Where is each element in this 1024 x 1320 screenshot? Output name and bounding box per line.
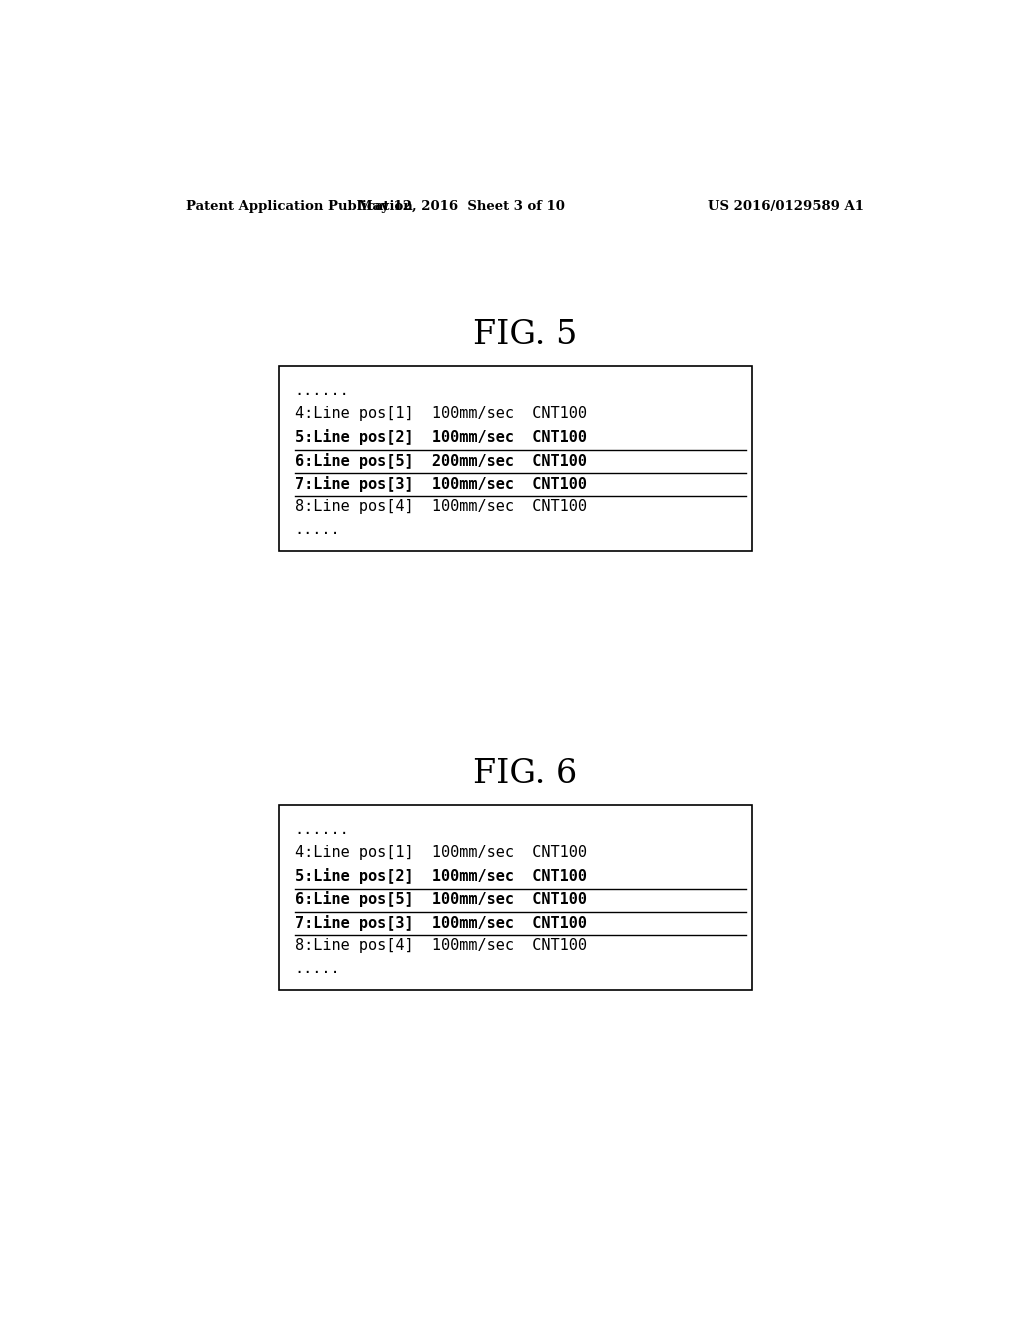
Text: .....: ..... <box>295 521 340 537</box>
Text: 7:Line pos[3]  100mm/sec  CNT100: 7:Line pos[3] 100mm/sec CNT100 <box>295 475 587 491</box>
Text: 8:Line pos[4]  100mm/sec  CNT100: 8:Line pos[4] 100mm/sec CNT100 <box>295 937 587 953</box>
Text: 4:Line pos[1]  100mm/sec  CNT100: 4:Line pos[1] 100mm/sec CNT100 <box>295 845 587 861</box>
Bar <box>280 367 752 552</box>
Text: 6:Line pos[5]  200mm/sec  CNT100: 6:Line pos[5] 200mm/sec CNT100 <box>295 453 587 469</box>
Bar <box>280 805 752 990</box>
Text: ......: ...... <box>295 383 349 399</box>
Text: 4:Line pos[1]  100mm/sec  CNT100: 4:Line pos[1] 100mm/sec CNT100 <box>295 407 587 421</box>
Text: 8:Line pos[4]  100mm/sec  CNT100: 8:Line pos[4] 100mm/sec CNT100 <box>295 499 587 513</box>
Text: FIG. 5: FIG. 5 <box>473 319 577 351</box>
Text: 7:Line pos[3]  100mm/sec  CNT100: 7:Line pos[3] 100mm/sec CNT100 <box>295 915 587 931</box>
Text: 5:Line pos[2]  100mm/sec  CNT100: 5:Line pos[2] 100mm/sec CNT100 <box>295 429 587 445</box>
Text: .....: ..... <box>295 961 340 975</box>
Text: US 2016/0129589 A1: US 2016/0129589 A1 <box>709 199 864 213</box>
Text: FIG. 6: FIG. 6 <box>473 759 577 791</box>
Text: May 12, 2016  Sheet 3 of 10: May 12, 2016 Sheet 3 of 10 <box>357 199 564 213</box>
Text: 5:Line pos[2]  100mm/sec  CNT100: 5:Line pos[2] 100mm/sec CNT100 <box>295 869 587 884</box>
Text: Patent Application Publication: Patent Application Publication <box>186 199 413 213</box>
Text: 6:Line pos[5]  100mm/sec  CNT100: 6:Line pos[5] 100mm/sec CNT100 <box>295 891 587 907</box>
Text: ......: ...... <box>295 822 349 837</box>
